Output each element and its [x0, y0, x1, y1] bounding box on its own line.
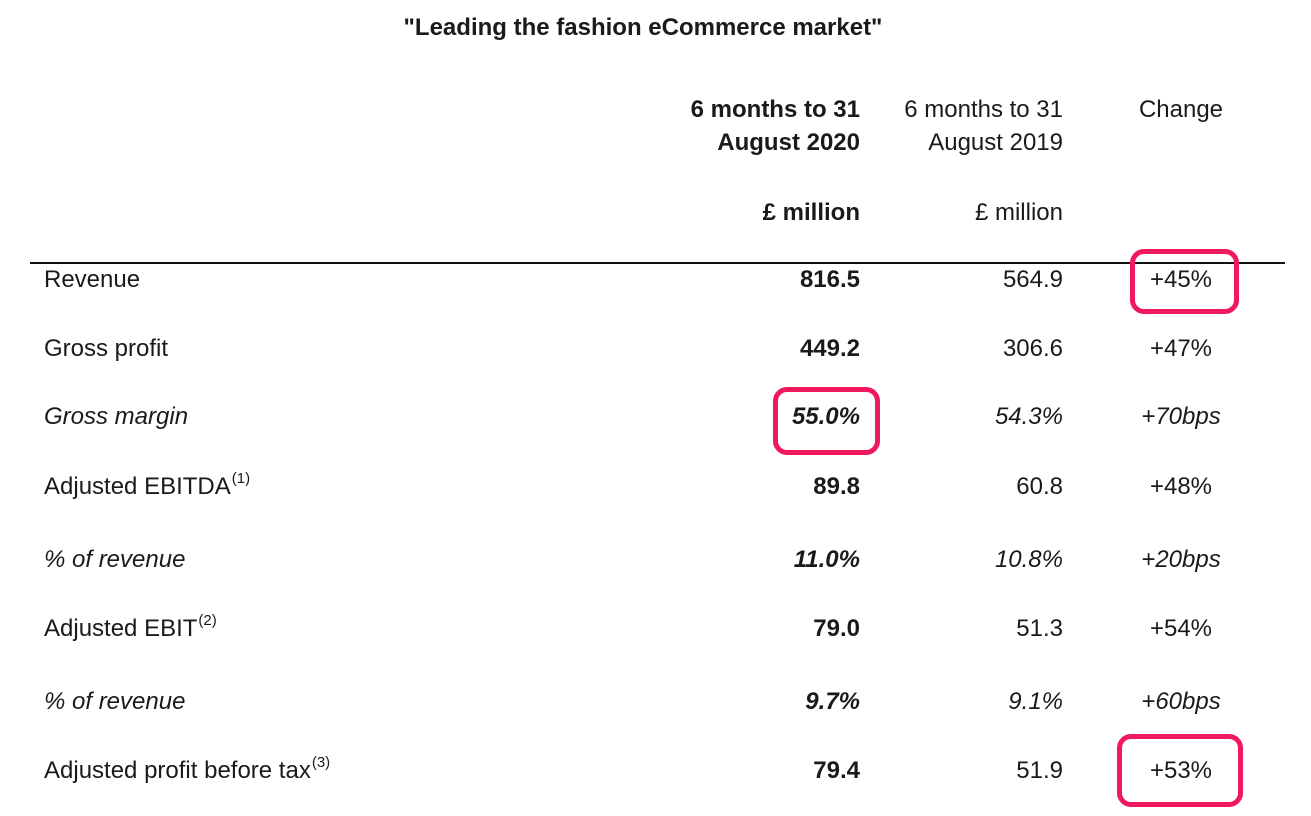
value-2019: 54.3%	[994, 403, 1063, 430]
row-label: Gross margin	[44, 403, 189, 430]
row-label: % of revenue	[44, 546, 186, 573]
header-current-unit: £ million	[762, 199, 860, 226]
value-change: +60bps	[1141, 688, 1221, 715]
value-2020: 11.0%	[793, 546, 860, 573]
table-row-ebitda-percent-revenue: % of revenue 11.0% 10.8% +20bps	[0, 546, 1311, 582]
header-prior-period: 6 months to 31 August 2019	[863, 93, 1063, 159]
value-change: +48%	[1149, 473, 1213, 500]
table-row-adjusted-ebitda: Adjusted EBITDA(1) 89.8 60.8 +48%	[0, 470, 1311, 509]
row-label: Adjusted EBIT(2)	[44, 612, 217, 642]
value-2019: 10.8%	[994, 546, 1063, 573]
value-change: +54%	[1149, 615, 1213, 642]
highlight-box-gross-margin	[773, 387, 880, 455]
page-title: "Leading the fashion eCommerce market"	[403, 14, 883, 41]
header-current-period: 6 months to 31 August 2020	[660, 93, 860, 159]
header-divider	[30, 262, 1285, 264]
value-2020: 79.0	[813, 615, 860, 642]
value-change: +45%	[1149, 266, 1213, 293]
value-2020: 816.5	[799, 266, 860, 293]
row-label: Gross profit	[44, 335, 169, 362]
value-2019: 306.6	[1002, 335, 1063, 362]
row-label: Adjusted profit before tax(3)	[44, 754, 331, 784]
value-change: +53%	[1149, 757, 1213, 784]
highlight-box-pbt-change	[1117, 734, 1243, 807]
value-2020: 9.7%	[805, 688, 860, 715]
header-prior-line1: 6 months to 31	[904, 96, 1063, 123]
value-2019: 51.9	[1016, 757, 1063, 784]
value-2019: 9.1%	[1008, 688, 1063, 715]
footnote-ref: (3)	[311, 754, 331, 771]
value-2020: 55.0%	[791, 403, 860, 430]
header-current-line1: 6 months to 31	[690, 96, 860, 123]
row-label: % of revenue	[44, 688, 186, 715]
row-label: Adjusted EBITDA(1)	[44, 470, 251, 500]
table-row-ebit-percent-revenue: % of revenue 9.7% 9.1% +60bps	[0, 688, 1311, 724]
value-2019: 51.3	[1016, 615, 1063, 642]
value-2020: 449.2	[799, 335, 860, 362]
header-prior-line2: August 2019	[928, 129, 1063, 156]
table-row-adjusted-ebit: Adjusted EBIT(2) 79.0 51.3 +54%	[0, 612, 1311, 651]
value-2019: 60.8	[1016, 473, 1063, 500]
table-row-gross-profit: Gross profit 449.2 306.6 +47%	[0, 335, 1311, 371]
row-label: Revenue	[44, 266, 141, 293]
value-2020: 89.8	[813, 473, 860, 500]
highlight-box-revenue-change	[1130, 249, 1239, 314]
header-prior-unit: £ million	[974, 199, 1063, 226]
table-row-adjusted-pbt: Adjusted profit before tax(3) 79.4 51.9 …	[0, 754, 1311, 793]
header-change: Change	[1138, 96, 1224, 123]
table-row-gross-margin: Gross margin 55.0% 54.3% +70bps	[0, 403, 1311, 439]
table-row-revenue: Revenue 816.5 564.9 +45%	[0, 266, 1311, 302]
footnote-ref: (1)	[231, 470, 251, 487]
value-change: +70bps	[1141, 403, 1221, 430]
value-change: +20bps	[1141, 546, 1221, 573]
value-2020: 79.4	[813, 757, 860, 784]
value-2019: 564.9	[1002, 266, 1063, 293]
footnote-ref: (2)	[198, 612, 217, 629]
header-current-line2: August 2020	[717, 129, 860, 156]
value-change: +47%	[1149, 335, 1213, 362]
